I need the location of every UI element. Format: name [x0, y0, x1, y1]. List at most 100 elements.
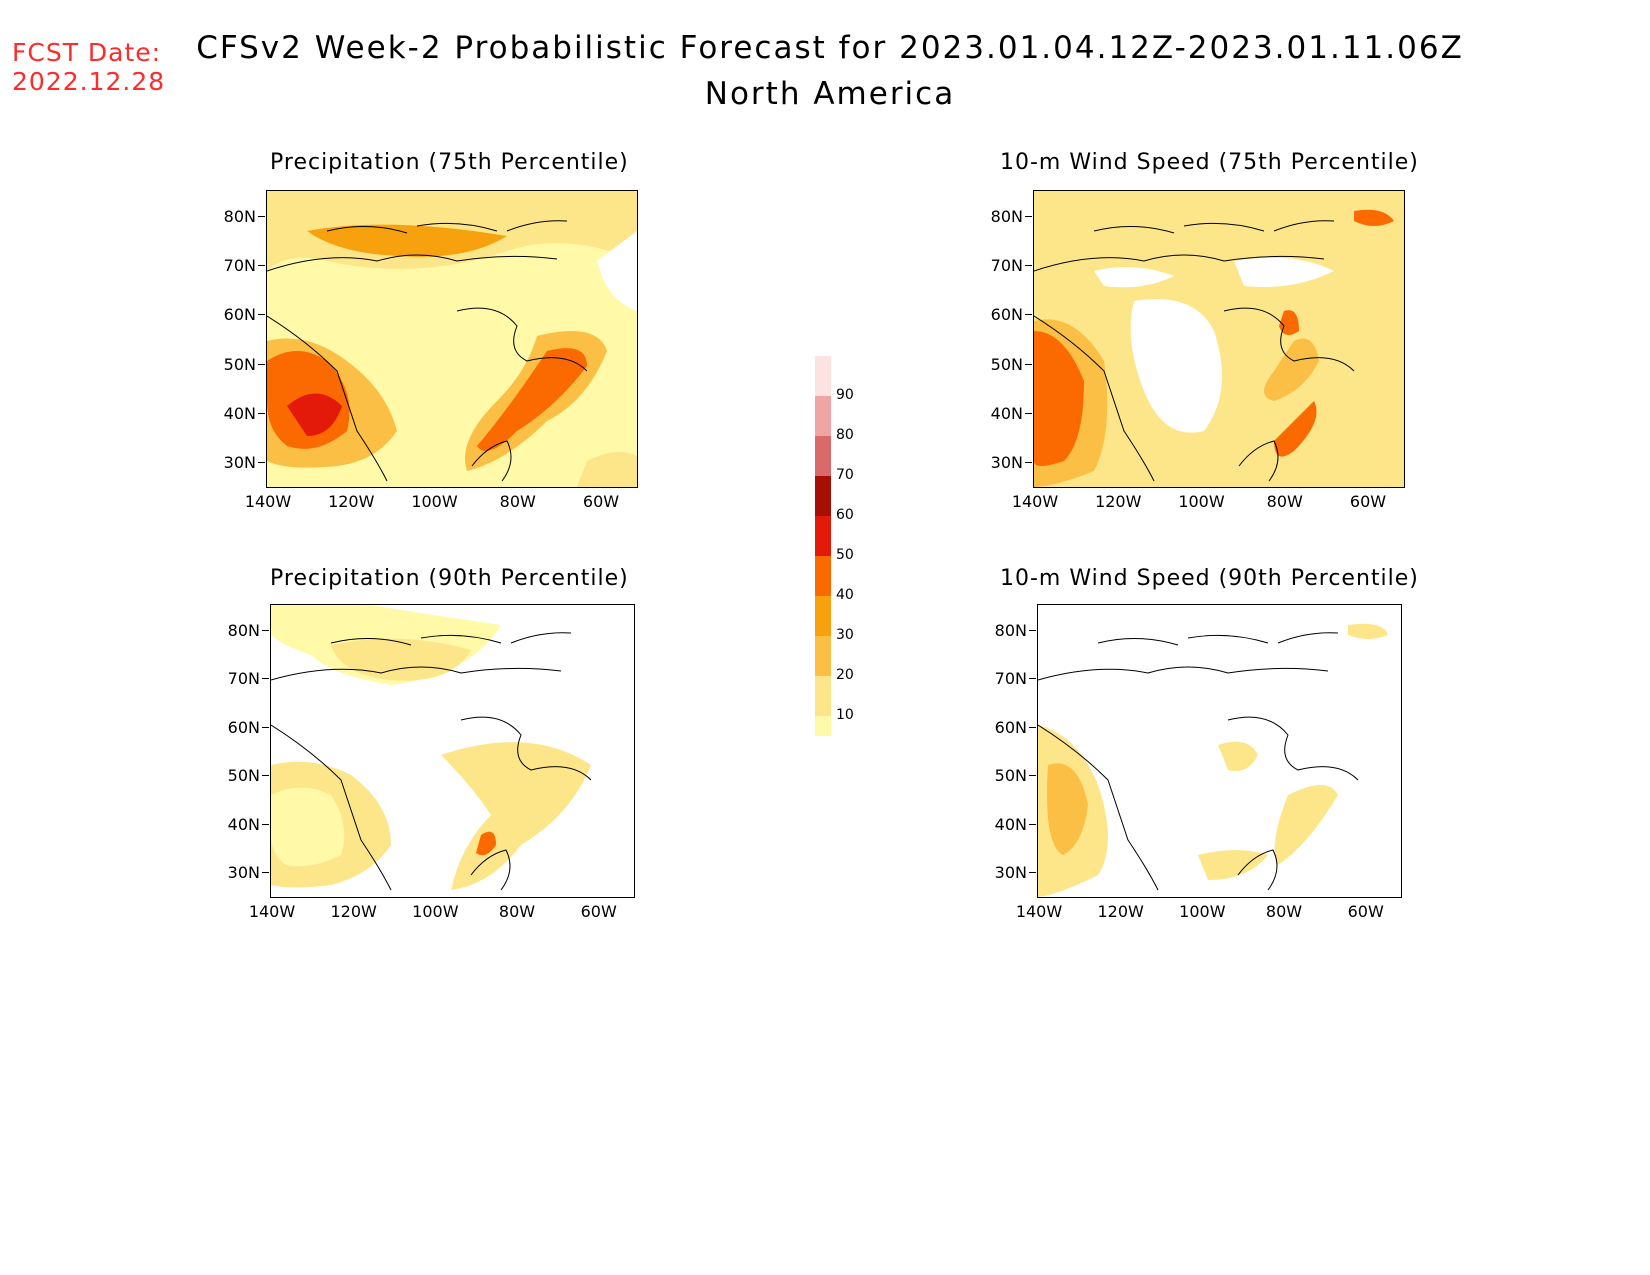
colorbar-level-label: 70: [836, 467, 854, 483]
lat-tick: [1025, 216, 1032, 217]
lat-tick: [258, 363, 265, 365]
fcst-date-label: FCST Date:: [12, 38, 162, 67]
lat-tick: [262, 823, 269, 825]
lon-tick-label: 100W: [412, 902, 459, 921]
colorbar-level-label: 40: [836, 587, 854, 603]
lat-tick-label: 40N: [227, 814, 260, 834]
lon-tick-label: 100W: [411, 492, 458, 511]
colorbar-segment: [815, 516, 831, 556]
lat-tick: [262, 678, 269, 680]
lat-tick-label: 30N: [994, 863, 1027, 882]
lat-tick-label: 60N: [990, 305, 1023, 325]
lon-tick-label: 120W: [328, 492, 375, 511]
lat-tick-label: 70N: [223, 256, 256, 276]
lon-tick-label: 140W: [248, 902, 296, 921]
lat-tick-label: 50N: [227, 766, 260, 786]
lat-tick-label: 70N: [227, 669, 260, 689]
lon-tick-label: 120W: [330, 902, 377, 921]
lat-tick-label: 70N: [990, 256, 1023, 276]
colorbar-segment: [815, 676, 831, 716]
lon-tick-label: 140W: [244, 492, 292, 511]
map-precip-75: [266, 190, 638, 488]
map-wind-75: [1033, 190, 1405, 488]
colorbar-segment: [815, 596, 831, 636]
colorbar-segment: [815, 356, 831, 396]
map-field: [267, 191, 637, 487]
lat-tick-label: 30N: [990, 453, 1023, 472]
colorbar-segment: [815, 556, 831, 596]
lat-tick-label: 30N: [223, 453, 256, 472]
lon-tick-label: 60W: [580, 902, 617, 921]
panel-title: Precipitation (90th Percentile): [270, 566, 629, 591]
colorbar-level-label: 80: [836, 427, 854, 443]
lat-tick: [262, 630, 269, 631]
lon-tick-label: 100W: [1179, 902, 1226, 921]
lat-tick: [262, 775, 269, 777]
map-precip-90: [270, 604, 635, 898]
lat-tick: [1029, 726, 1036, 728]
lat-tick-label: 80N: [994, 621, 1027, 640]
colorbar-level-label: 20: [836, 667, 854, 683]
lat-tick-label: 80N: [227, 621, 260, 640]
fcst-date-block: FCST Date: 2022.12.28: [12, 38, 165, 96]
lat-tick: [1029, 678, 1036, 680]
map-field: [1034, 191, 1404, 487]
figure-title: CFSv2 Week-2 Probabilistic Forecast for …: [196, 30, 1464, 66]
lon-tick-label: 80W: [498, 902, 536, 921]
lat-tick: [1025, 314, 1032, 316]
colorbar: [815, 356, 831, 736]
lat-tick-label: 50N: [223, 354, 256, 374]
lat-tick: [258, 216, 265, 217]
lat-tick: [1025, 265, 1032, 267]
lon-tick-label: 60W: [1347, 902, 1384, 921]
lon-tick-label: 140W: [1015, 902, 1063, 921]
lon-tick-label: 80W: [1266, 492, 1303, 511]
lat-tick-label: 60N: [223, 305, 256, 325]
lat-tick-label: 30N: [227, 863, 260, 882]
colorbar-level-label: 30: [836, 627, 854, 643]
lat-tick-label: 50N: [990, 354, 1023, 374]
lat-tick: [258, 412, 265, 414]
map-wind-90: [1037, 604, 1402, 898]
colorbar-segment: [815, 436, 831, 476]
colorbar-segment: [815, 476, 831, 516]
colorbar-level-label: 60: [836, 507, 854, 523]
colorbar-segment: [815, 636, 831, 676]
lat-tick-label: 40N: [223, 403, 256, 423]
lon-tick-label: 80W: [1265, 902, 1303, 921]
panel-title: 10-m Wind Speed (90th Percentile): [1000, 566, 1419, 591]
colorbar-segment: [815, 716, 831, 736]
lon-tick-label: 80W: [499, 492, 536, 511]
lon-tick-label: 100W: [1178, 492, 1225, 511]
lat-tick: [262, 726, 269, 728]
lat-tick-label: 70N: [994, 669, 1027, 689]
panel-title: Precipitation (75th Percentile): [270, 150, 629, 175]
colorbar-level-label: 50: [836, 547, 854, 563]
lat-tick-label: 80N: [223, 207, 256, 226]
lat-tick: [1029, 775, 1036, 777]
lat-tick: [258, 314, 265, 316]
colorbar-level-label: 90: [836, 387, 854, 403]
lat-tick: [1025, 462, 1032, 463]
lat-tick-label: 60N: [227, 717, 260, 737]
lat-tick: [1025, 412, 1032, 414]
lat-tick: [258, 265, 265, 267]
lat-tick-label: 40N: [990, 403, 1023, 423]
lat-tick: [1029, 823, 1036, 825]
lat-tick-label: 60N: [994, 717, 1027, 737]
lat-tick: [1025, 363, 1032, 365]
lon-tick-label: 120W: [1095, 492, 1142, 511]
figure-subtitle: North America: [704, 76, 956, 112]
colorbar-segment: [815, 396, 831, 436]
lat-tick-label: 80N: [990, 207, 1023, 226]
panel-title: 10-m Wind Speed (75th Percentile): [1000, 150, 1419, 175]
lon-tick-label: 60W: [582, 492, 620, 511]
lat-tick: [1029, 630, 1036, 631]
lon-tick-label: 120W: [1097, 902, 1144, 921]
lat-tick-label: 40N: [994, 814, 1027, 834]
map-field: [271, 605, 634, 897]
lat-tick: [1029, 872, 1036, 873]
map-field: [1038, 605, 1401, 897]
lat-tick-label: 50N: [994, 766, 1027, 786]
lat-tick: [258, 462, 265, 463]
